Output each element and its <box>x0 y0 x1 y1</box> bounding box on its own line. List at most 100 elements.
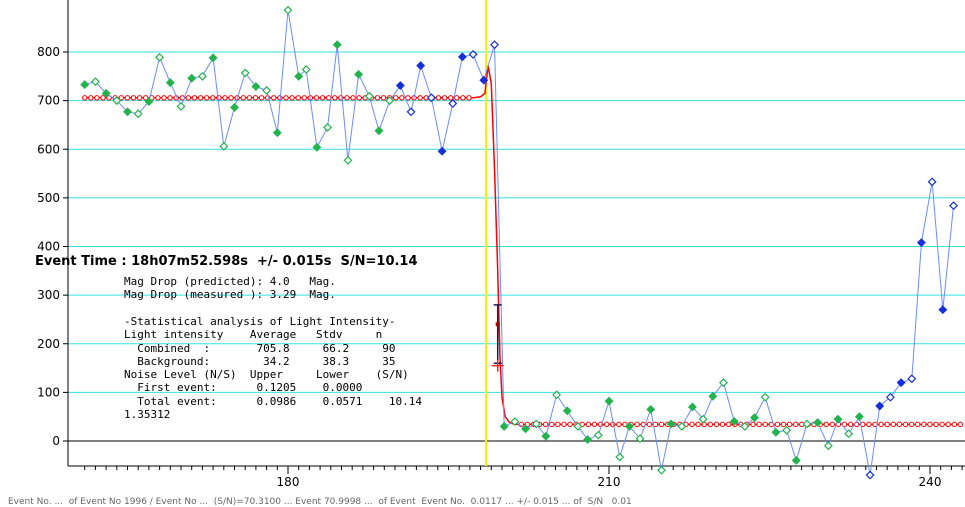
model-marker <box>246 95 253 101</box>
model-marker <box>332 95 338 101</box>
data-point <box>123 107 132 117</box>
model-marker <box>945 421 951 428</box>
data-point <box>144 97 154 107</box>
model-marker <box>567 421 573 428</box>
data-point <box>782 425 792 435</box>
model-marker <box>82 95 88 101</box>
data-point <box>219 141 229 151</box>
y-tick-label: 700 <box>37 94 60 108</box>
model-marker <box>719 421 726 428</box>
data-point <box>885 392 895 402</box>
annotation-line: First event: 0.1205 0.0000 <box>124 381 363 395</box>
error-bar-mark <box>495 322 500 327</box>
model-marker <box>393 95 399 101</box>
model-marker <box>325 95 332 101</box>
model-marker <box>356 95 362 101</box>
data-point <box>354 69 364 79</box>
model-marker <box>100 95 106 101</box>
data-point <box>938 305 948 315</box>
model-marker <box>130 95 137 101</box>
y-tick-label: 800 <box>37 45 60 59</box>
data-point <box>395 81 405 90</box>
data-point <box>541 431 551 441</box>
model-marker <box>344 95 350 101</box>
annotation-line: Background: 34.2 38.3 35 <box>124 354 396 368</box>
data-point <box>323 122 333 132</box>
model-marker <box>646 421 653 428</box>
model-marker <box>542 421 549 428</box>
y-tick-label: 100 <box>37 385 60 399</box>
data-point <box>437 146 447 156</box>
model-marker <box>585 421 592 428</box>
data-point <box>208 53 218 63</box>
model-marker <box>295 95 301 101</box>
model-marker <box>313 95 320 101</box>
model-marker <box>713 421 720 428</box>
data-point <box>272 128 282 138</box>
model-marker <box>222 95 228 101</box>
data-point <box>916 238 926 248</box>
model-marker <box>921 421 927 428</box>
model-marker <box>435 95 442 101</box>
annotation-line: 1.35312 <box>124 408 171 421</box>
model-marker <box>914 421 921 428</box>
data-point <box>656 465 666 475</box>
model-marker <box>555 421 561 428</box>
data-point <box>197 71 207 81</box>
data-point <box>666 419 676 429</box>
model-marker <box>695 421 701 428</box>
annotation-line: Combined : 705.8 66.2 90 <box>124 341 396 355</box>
data-point <box>251 82 261 91</box>
data-point <box>343 155 353 165</box>
data-point <box>155 52 165 62</box>
data-point <box>729 417 739 426</box>
data-point <box>802 419 812 429</box>
model-marker <box>185 95 192 101</box>
model-marker <box>94 95 100 101</box>
data-point <box>176 102 186 111</box>
model-marker <box>142 95 149 101</box>
data-point <box>364 91 374 101</box>
data-point <box>646 404 656 414</box>
model-marker <box>890 421 896 428</box>
data-point <box>760 392 770 402</box>
data-point <box>312 142 322 152</box>
data-point <box>750 413 759 423</box>
annotation-line: -Statistical analysis of Light Intensity… <box>124 314 396 328</box>
data-point <box>531 419 541 429</box>
model-marker <box>762 421 768 428</box>
data-point <box>301 65 311 74</box>
model-marker <box>466 95 472 101</box>
x-tick-label: 210 <box>598 475 621 489</box>
annotation-line: Mag Drop (measured ): 3.29 Mag. <box>124 288 336 302</box>
y-tick-label: 300 <box>37 288 60 302</box>
model-marker <box>549 421 555 428</box>
data-point <box>854 412 864 422</box>
annotation-line: Noise Level (N/S) Upper Lower (S/N) <box>124 368 409 382</box>
model-marker <box>417 95 423 101</box>
data-point <box>865 470 875 480</box>
model-marker <box>634 421 640 428</box>
data-point <box>949 201 958 211</box>
event-time-label: Event Time : 18h07m52.598s +/- 0.015s S/… <box>35 254 418 269</box>
data-point <box>133 109 143 119</box>
model-marker <box>454 95 460 101</box>
model-marker <box>161 95 167 101</box>
model-marker <box>750 421 756 428</box>
model-marker <box>780 421 787 428</box>
x-tick-label: 180 <box>277 475 300 489</box>
model-marker <box>258 95 265 101</box>
model-marker <box>210 95 216 101</box>
annotation-line: Mag Drop (predicted): 4.0 Mag. <box>124 275 336 288</box>
model-marker <box>603 421 610 428</box>
data-point <box>593 430 603 440</box>
model-marker <box>191 95 198 101</box>
model-marker <box>252 95 259 101</box>
data-point <box>374 126 384 136</box>
y-tick-label: 600 <box>37 142 60 156</box>
data-point <box>573 421 583 431</box>
model-marker <box>240 95 246 101</box>
model-marker <box>658 421 665 428</box>
footer-text: Event No. ... of Event No 1996 / Event N… <box>8 497 632 507</box>
data-point <box>468 49 478 59</box>
